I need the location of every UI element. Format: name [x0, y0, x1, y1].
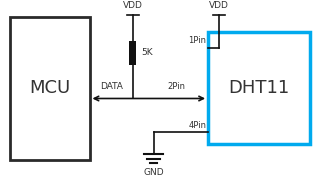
- Text: VDD: VDD: [123, 1, 143, 10]
- Text: DATA: DATA: [100, 82, 123, 91]
- Text: VDD: VDD: [209, 1, 229, 10]
- Bar: [129, 41, 136, 65]
- Bar: [208, 32, 310, 144]
- Text: 5K: 5K: [141, 48, 153, 57]
- Text: DHT11: DHT11: [228, 79, 290, 97]
- Text: MCU: MCU: [29, 79, 70, 97]
- Text: 1Pin: 1Pin: [188, 36, 206, 45]
- Text: GND: GND: [143, 168, 164, 177]
- Text: 4Pin: 4Pin: [188, 121, 206, 130]
- Text: 2Pin: 2Pin: [168, 82, 186, 91]
- Bar: [10, 17, 90, 159]
